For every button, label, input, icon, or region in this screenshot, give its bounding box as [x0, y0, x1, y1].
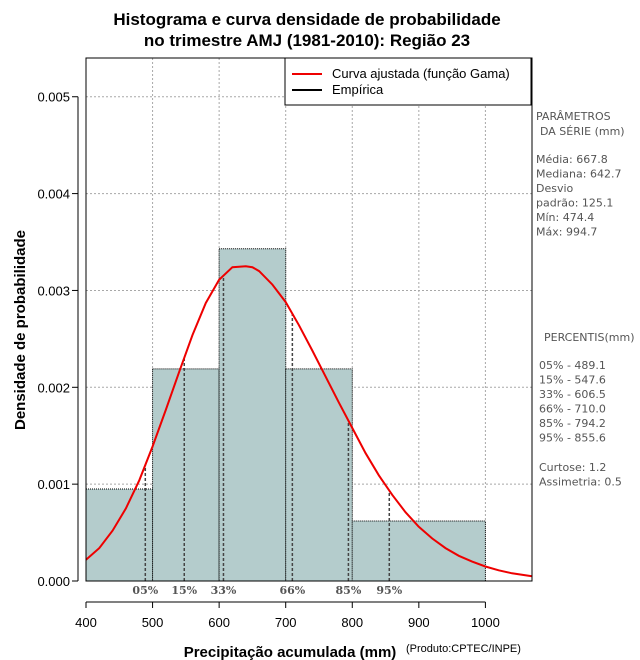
percentile-label-1: 15%	[171, 584, 197, 597]
param-line-1: Mediana: 642.7	[536, 168, 621, 181]
x-axis: 400 500 600 700 800 900 1000	[75, 601, 500, 630]
percentile-label-0: 05%	[132, 584, 158, 597]
x-tick-label-1: 500	[142, 615, 164, 630]
y-tick-label-4: 0.004	[37, 187, 70, 202]
percentile-label-4: 85%	[336, 584, 362, 597]
x-tick-label-6: 1000	[471, 615, 500, 630]
percentil-line-2: 33% - 606.5	[539, 388, 606, 401]
param-line-3: padrão: 125.1	[536, 197, 613, 210]
stat-line-0: Curtose: 1.2	[539, 461, 606, 474]
y-tick-label-0: 0.000	[37, 574, 70, 589]
credit-label: (Produto:CPTEC/INPE)	[406, 643, 521, 655]
y-axis: 0.000 0.001 0.002 0.003 0.004 0.005	[37, 90, 79, 589]
params-title-2: DA SÉRIE (mm)	[540, 125, 625, 138]
x-tick-label-2: 600	[208, 615, 230, 630]
stat-line-1: Assimetria: 0.5	[539, 476, 622, 489]
y-tick-label-2: 0.002	[37, 380, 70, 395]
histogram-bars	[85, 248, 486, 582]
legend-box	[284, 57, 532, 106]
side-panel: PARÂMETROS DA SÉRIE (mm) Média: 667.8 Med…	[536, 110, 635, 489]
x-tick-label-5: 900	[408, 615, 430, 630]
bar-3	[285, 368, 353, 582]
param-line-0: Média: 667.8	[536, 153, 608, 166]
fitted-gamma-curve	[85, 265, 533, 578]
y-tick-label-5: 0.005	[37, 90, 70, 105]
bar-4	[351, 520, 486, 582]
x-axis-label: Precipitação acumulada (mm)	[184, 644, 397, 660]
param-line-5: Máx: 994.7	[536, 226, 597, 239]
legend: Curva ajustada (função Gama) Empírica	[284, 57, 532, 106]
x-tick-label-3: 700	[275, 615, 297, 630]
x-tick-label-0: 400	[75, 615, 97, 630]
chart-title-line-2: no trimestre AMJ (1981-2010): Região 23	[144, 31, 470, 50]
percentis-list: 05% - 489.1 15% - 547.633% - 606.5 66% - 7…	[539, 359, 606, 445]
bar-1	[152, 368, 220, 582]
legend-label-empirical: Empírica	[332, 82, 384, 97]
x-tick-label-4: 800	[341, 615, 363, 630]
percentil-line-3: 66% - 710.0	[539, 403, 606, 416]
bar-0	[85, 488, 154, 582]
y-tick-label-3: 0.003	[37, 283, 70, 298]
percentile-lines: 05% 15% 33% 66% 85% 95%	[132, 275, 403, 597]
percentil-line-1: 15% - 547.6	[539, 374, 606, 387]
param-line-2: Desvio	[536, 182, 574, 195]
legend-label-curve: Curva ajustada (função Gama)	[332, 66, 510, 81]
param-line-4: Mín: 474.4	[536, 211, 594, 224]
percentis-title: PERCENTIS(mm)	[544, 331, 635, 344]
percentile-label-5: 95%	[376, 584, 402, 597]
y-axis-label: Densidade de probabilidade	[12, 230, 29, 430]
params-title-1: PARÂMETROS	[536, 110, 611, 123]
bar-2	[218, 248, 287, 582]
percentil-line-5: 95% - 855.6	[539, 432, 606, 445]
stats-list: Curtose: 1.2 Assimetria: 0.5	[539, 461, 622, 489]
chart-title-line-1: Histograma e curva densidade de probabil…	[113, 10, 500, 29]
percentil-line-0: 05% - 489.1	[539, 359, 606, 372]
percentile-label-3: 66%	[279, 584, 305, 597]
y-tick-label-1: 0.001	[37, 477, 70, 492]
percentile-label-2: 33%	[211, 584, 237, 597]
percentil-line-4: 85% - 794.2	[539, 417, 606, 430]
